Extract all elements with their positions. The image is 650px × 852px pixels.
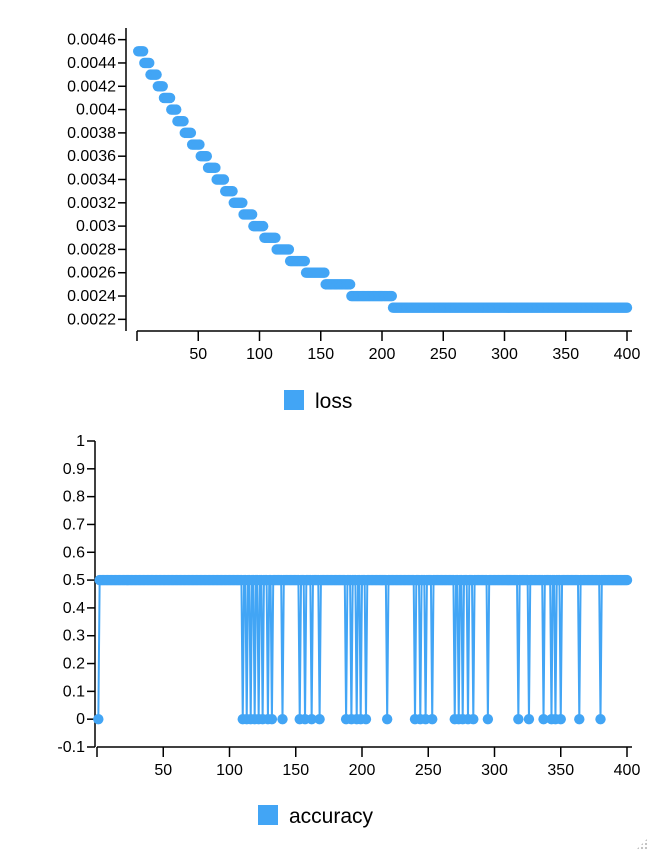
- loss-point: [137, 46, 149, 57]
- y-tick-label: 0.5: [63, 572, 85, 589]
- x-tick-label: 350: [552, 346, 579, 363]
- accuracy-point: [266, 713, 278, 725]
- accuracy-point: [523, 713, 535, 725]
- accuracy-series: [93, 574, 633, 725]
- loss-point: [185, 127, 197, 139]
- y-tick-label: 0.0034: [67, 172, 116, 189]
- y-tick-label: 0.0038: [67, 125, 116, 142]
- x-tick-label: 50: [189, 346, 207, 363]
- y-tick-label: 0.8: [63, 489, 85, 506]
- y-tick-label: -0.1: [57, 739, 85, 756]
- loss-point: [144, 57, 155, 69]
- loss-point: [344, 279, 356, 290]
- y-tick-label: 0.0046: [67, 32, 116, 49]
- y-tick-label: 0.1: [63, 683, 85, 700]
- loss-point: [386, 290, 397, 302]
- accuracy-point: [360, 713, 372, 725]
- accuracy-point: [555, 713, 566, 725]
- y-tick-label: 0.7: [63, 516, 85, 533]
- accuracy-point: [595, 713, 606, 725]
- loss-point: [218, 174, 230, 185]
- loss-point: [194, 139, 205, 150]
- accuracy-point: [621, 574, 633, 586]
- loss-point: [237, 197, 248, 209]
- accuracy-point: [513, 713, 524, 725]
- x-tick-label: 250: [415, 762, 442, 779]
- y-tick-label: 0.0026: [67, 265, 116, 282]
- loss-point: [283, 244, 295, 255]
- x-tick-label: 100: [216, 762, 243, 779]
- y-tick-label: 0.0044: [67, 55, 116, 72]
- x-tick-label: 350: [547, 762, 574, 779]
- legend-swatch: [284, 390, 304, 410]
- loss-point: [151, 69, 162, 80]
- loss-point: [621, 302, 633, 313]
- accuracy-point: [468, 713, 479, 725]
- y-tick-label: 0.9: [63, 461, 85, 478]
- y-tick-label: 0.0022: [67, 311, 116, 328]
- accuracy-legend: accuracy: [258, 805, 374, 828]
- loss-point: [178, 116, 189, 127]
- y-tick-label: 0.0028: [67, 241, 116, 258]
- loss-point: [257, 220, 269, 232]
- y-tick-label: 0.0042: [67, 78, 116, 95]
- loss-point: [157, 81, 168, 92]
- x-tick-label: 100: [246, 346, 273, 363]
- x-tick-label: 400: [614, 762, 641, 779]
- loss-point: [246, 209, 258, 220]
- loss-series: [133, 46, 633, 313]
- accuracy-point: [381, 713, 393, 725]
- legend-swatch: [258, 805, 278, 825]
- x-tick-label: 250: [430, 346, 457, 363]
- loss-point: [227, 185, 238, 197]
- loss-point: [299, 255, 311, 267]
- accuracy-point: [277, 713, 288, 725]
- legend-label: accuracy: [289, 805, 374, 828]
- x-tick-label: 50: [154, 762, 172, 779]
- accuracy-point: [574, 713, 585, 725]
- loss-legend: loss: [284, 390, 352, 413]
- y-tick-label: 1: [76, 433, 85, 450]
- loss-chart: 0.0022 0.0024 0.0026 0.0028 0.003 0.0032 0.003…: [67, 28, 640, 413]
- x-tick-label: 200: [369, 346, 396, 363]
- y-tick-label: 0.003: [76, 218, 116, 235]
- accuracy-point: [482, 713, 494, 725]
- loss-point: [171, 104, 182, 115]
- y-tick-label: 0.3: [63, 628, 85, 645]
- accuracy-line: [97, 579, 627, 720]
- y-tick-label: 0: [76, 711, 85, 728]
- x-tick-label: 200: [349, 762, 376, 779]
- accuracy-point: [93, 713, 104, 725]
- legend-label: loss: [315, 390, 352, 413]
- x-tick-label: 300: [491, 346, 518, 363]
- accuracy-point: [314, 713, 325, 725]
- x-tick-label: 150: [307, 346, 334, 363]
- loss-point: [210, 162, 221, 174]
- y-tick-label: 0.4: [63, 600, 85, 617]
- y-tick-label: 0.2: [63, 656, 85, 673]
- x-tick-label: 300: [481, 762, 508, 779]
- y-tick-label: 0.6: [63, 544, 85, 561]
- loss-point: [201, 150, 213, 162]
- accuracy-point: [427, 713, 438, 725]
- y-tick-label: 0.0024: [67, 288, 116, 305]
- accuracy-point: [306, 713, 317, 725]
- loss-point: [319, 267, 330, 278]
- loss-point: [270, 232, 281, 243]
- x-tick-label: 400: [614, 346, 641, 363]
- y-tick-label: 0.0032: [67, 195, 116, 212]
- loss-point: [164, 92, 176, 104]
- accuracy-point: [538, 713, 549, 725]
- y-tick-label: 0.004: [76, 102, 116, 119]
- x-tick-label: 150: [282, 762, 309, 779]
- y-tick-label: 0.0036: [67, 148, 116, 165]
